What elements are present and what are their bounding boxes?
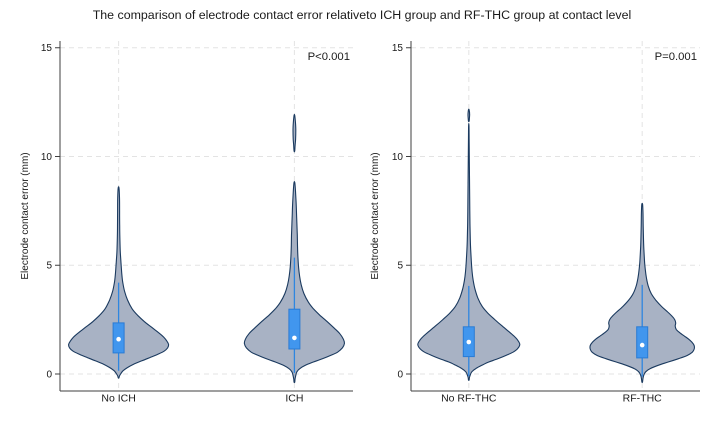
mean-marker <box>466 339 472 345</box>
mean-marker <box>639 342 645 348</box>
panel-ich <box>55 41 353 392</box>
p-value-label-left: P<0.001 <box>308 51 350 63</box>
violin-shape <box>68 186 170 379</box>
mean-marker <box>116 336 121 342</box>
box-iqr <box>288 308 301 350</box>
y-tick-label: 0 <box>397 370 403 381</box>
p-value-label-right: P=0.001 <box>655 51 697 63</box>
x-category-label: No RF-THC <box>441 393 497 405</box>
x-category-label: RF-THC <box>623 393 662 405</box>
y-axis-title-right: Electrode contact error (mm) <box>370 152 381 279</box>
y-tick-label: 10 <box>41 152 53 163</box>
mean-marker <box>292 335 297 341</box>
y-tick-label: 0 <box>46 370 52 381</box>
violin-shape <box>417 123 521 381</box>
y-tick-label: 5 <box>397 261 403 272</box>
y-tick-label: 10 <box>392 152 404 163</box>
y-tick-label: 5 <box>46 261 52 272</box>
x-category-label: ICH <box>285 393 303 405</box>
figure-title: The comparison of electrode contact erro… <box>93 8 632 22</box>
violin-shape <box>292 113 297 153</box>
violin-shape <box>467 108 471 123</box>
y-axis-title-left: Electrode contact error (mm) <box>20 152 31 279</box>
box-iqr <box>636 326 649 359</box>
panel-rfthc <box>406 41 700 392</box>
x-category-label: No ICH <box>101 393 135 405</box>
y-tick-label: 15 <box>392 43 404 54</box>
y-tick-label: 15 <box>41 43 53 54</box>
